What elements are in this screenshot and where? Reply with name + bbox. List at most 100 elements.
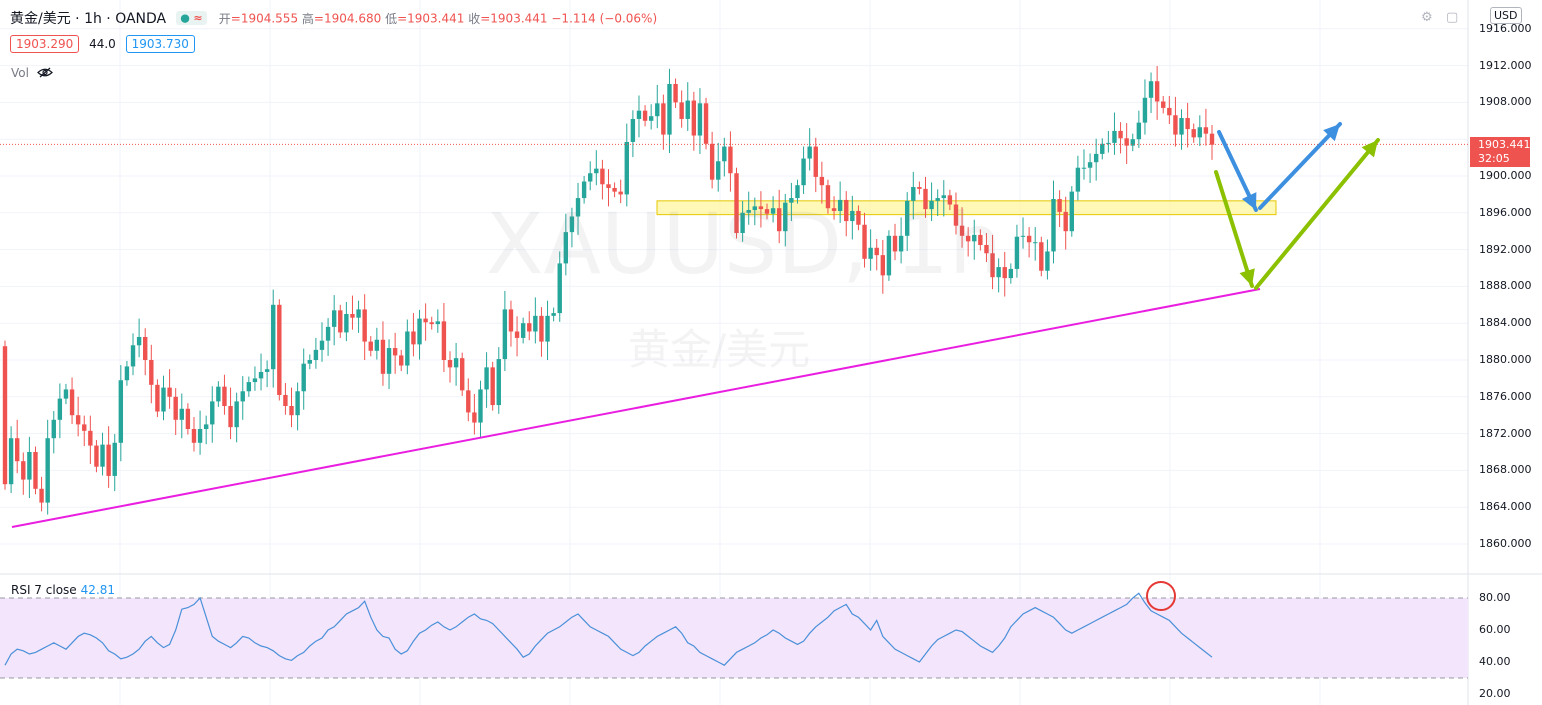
price-tick-label: 1896.000 bbox=[1479, 205, 1532, 219]
candle-body bbox=[1142, 97, 1148, 123]
candle-body bbox=[581, 181, 587, 199]
arrow-blue-down bbox=[1217, 130, 1258, 212]
candle-body bbox=[624, 141, 629, 195]
candle-body bbox=[1026, 235, 1032, 243]
candle-body bbox=[740, 212, 745, 234]
candle-body bbox=[252, 378, 258, 383]
rsi-value: 42.81 bbox=[80, 583, 116, 597]
candle-body bbox=[338, 310, 343, 333]
last-price-value: 1903.441 bbox=[1478, 138, 1531, 151]
candle-body bbox=[1075, 167, 1081, 192]
market-status-badge[interactable]: ● ≈ bbox=[176, 11, 207, 25]
candle-body bbox=[801, 158, 806, 186]
candle-body bbox=[130, 345, 136, 367]
sell-price-button[interactable]: 1903.290 bbox=[10, 35, 80, 53]
support-zone bbox=[656, 200, 1277, 216]
candle-body bbox=[1057, 199, 1062, 212]
candle-body bbox=[222, 386, 227, 406]
candle-body bbox=[264, 369, 270, 372]
candle-body bbox=[862, 224, 867, 259]
candle-body bbox=[923, 188, 928, 210]
currency-button[interactable]: USD bbox=[1490, 7, 1522, 24]
fullscreen-icon[interactable]: ▢ bbox=[1446, 10, 1459, 25]
candle-body bbox=[606, 184, 611, 188]
rsi-line bbox=[4, 592, 1213, 666]
candle-body bbox=[825, 185, 831, 209]
ohlc-values: 开=1904.555 高=1904.680 低=1903.441 收=1903.… bbox=[219, 11, 658, 26]
gear-icon[interactable]: ⚙ bbox=[1421, 10, 1433, 25]
candle-body bbox=[283, 394, 288, 406]
candle-body bbox=[1161, 101, 1166, 108]
candle-body bbox=[1051, 199, 1056, 252]
candle-body bbox=[911, 187, 916, 201]
candle-body bbox=[880, 255, 886, 276]
price-tick-label: 1900.000 bbox=[1479, 169, 1532, 182]
candle-body bbox=[149, 360, 154, 385]
trend-line bbox=[11, 288, 1261, 528]
candle-body bbox=[490, 367, 495, 406]
candle-body bbox=[1167, 107, 1172, 116]
candle-body bbox=[898, 235, 904, 252]
candle-body bbox=[27, 452, 32, 480]
candle-body bbox=[94, 445, 99, 467]
candle-body bbox=[1069, 191, 1074, 232]
candle-body bbox=[1154, 81, 1160, 102]
arrow-blue-up-shaft bbox=[1258, 122, 1342, 210]
candle-body bbox=[612, 187, 617, 192]
candle-body bbox=[319, 340, 325, 350]
candle-body bbox=[246, 382, 252, 392]
arrow-green-down-head bbox=[1239, 268, 1255, 286]
rsi-tick-label: 20.00 bbox=[1479, 687, 1511, 700]
candle-body bbox=[478, 389, 483, 423]
candle-body bbox=[941, 195, 946, 199]
candle-body bbox=[709, 143, 715, 180]
candle-body bbox=[972, 234, 977, 242]
candle-body bbox=[161, 387, 166, 412]
price-tick-label: 1916.000 bbox=[1479, 21, 1532, 35]
candle-body bbox=[1020, 235, 1026, 237]
candle-body bbox=[807, 146, 812, 159]
volume-legend[interactable]: Vol bbox=[11, 66, 53, 80]
candle-body bbox=[746, 210, 751, 213]
high-label: 高 bbox=[301, 11, 314, 26]
candle-body bbox=[368, 341, 373, 351]
candle-body bbox=[197, 429, 203, 443]
candle-body bbox=[167, 387, 172, 397]
candle-body bbox=[984, 245, 989, 254]
candle-body bbox=[1008, 268, 1014, 279]
candle-body bbox=[484, 367, 489, 390]
eye-hidden-icon[interactable] bbox=[33, 66, 53, 80]
candle-body bbox=[88, 430, 93, 446]
candle-body bbox=[1087, 162, 1093, 168]
price-tick-label: 1892.000 bbox=[1479, 242, 1532, 256]
candle-body bbox=[764, 209, 770, 214]
low-label: 低 bbox=[385, 11, 398, 26]
candle-body bbox=[1148, 81, 1154, 98]
candle-body bbox=[435, 321, 441, 325]
arrow-green-down bbox=[1214, 170, 1255, 288]
candle-body bbox=[1093, 153, 1099, 163]
candle-body bbox=[1185, 118, 1190, 130]
rsi-legend[interactable]: RSI 7 close 42.81 bbox=[11, 583, 115, 597]
candle-body bbox=[636, 110, 642, 119]
candle-body bbox=[39, 488, 44, 503]
spread-value: 44.0 bbox=[89, 37, 116, 51]
candle-body bbox=[770, 208, 776, 214]
candle-body bbox=[886, 235, 892, 276]
low-value: =1903.441 bbox=[397, 11, 465, 25]
candle-body bbox=[1209, 133, 1215, 145]
change-value: −1.114 (−0.06%) bbox=[551, 11, 658, 25]
candle-body bbox=[703, 103, 709, 144]
candle-body bbox=[990, 253, 995, 278]
candle-body bbox=[520, 323, 526, 338]
candle-body bbox=[905, 200, 910, 236]
candle-body bbox=[630, 118, 636, 142]
candle-body bbox=[453, 358, 459, 368]
candle-body bbox=[776, 208, 782, 232]
buy-price-button[interactable]: 1903.730 bbox=[125, 35, 195, 53]
candle-body bbox=[191, 429, 197, 443]
candle-body bbox=[655, 103, 660, 117]
symbol-title[interactable]: 黄金/美元 · 1h · OANDA bbox=[10, 11, 167, 27]
candle-body bbox=[380, 339, 386, 374]
